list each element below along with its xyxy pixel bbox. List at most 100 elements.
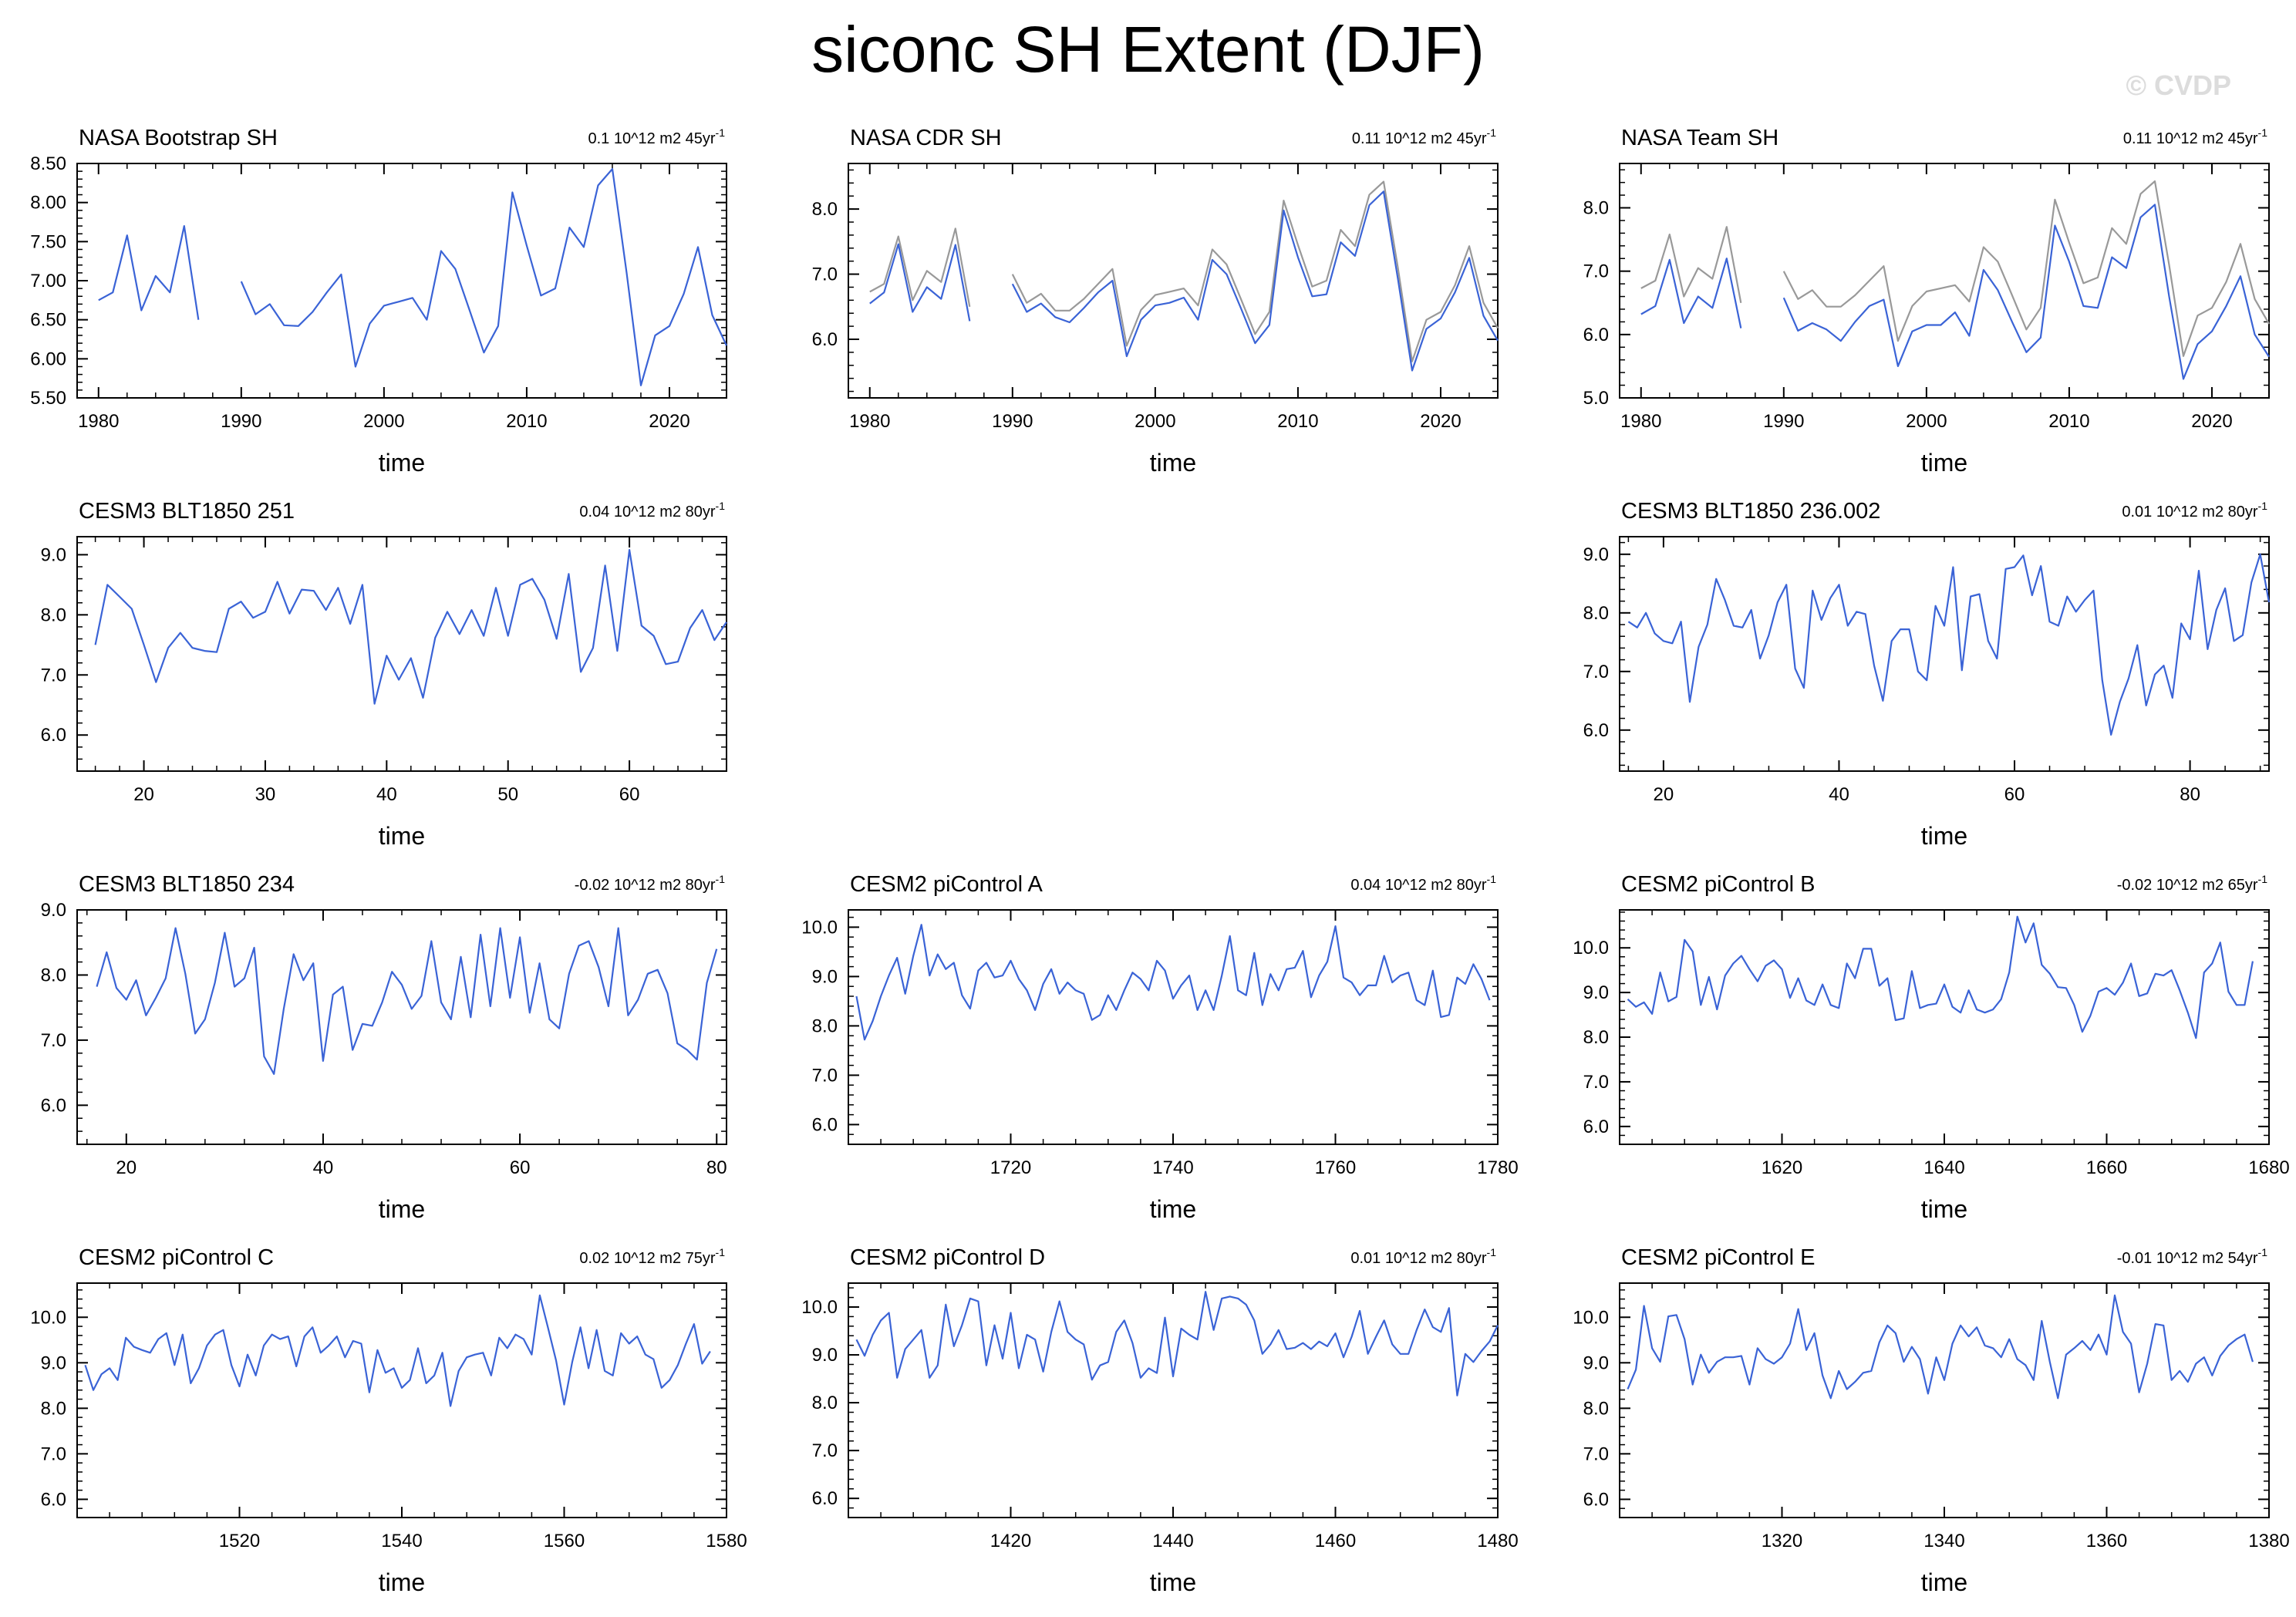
- y-tick-label: 8.0: [812, 199, 838, 220]
- y-tick-label: 7.0: [41, 1444, 66, 1464]
- y-tick-label: 6.0: [1583, 1117, 1609, 1137]
- y-tick-label: 5.0: [1583, 388, 1609, 409]
- chart-panel: 1520 1540 1560 1580 6.0 7.0 8.0 9.0 10.0 CESM2 pi…: [30, 1245, 747, 1596]
- reference-series-line: [869, 180, 1499, 362]
- y-tick-label: 6.0: [1583, 1489, 1609, 1510]
- y-tick-label: 8.50: [30, 153, 66, 174]
- x-tick-label: 60: [510, 1157, 531, 1178]
- x-tick-label: 40: [1829, 784, 1849, 805]
- trend-annotation: 0.01 10^12 m2 80yr-1: [2122, 500, 2267, 520]
- x-axis-label: time: [1921, 1568, 1967, 1596]
- chart-panel: 1320 1340 1360 1380 6.0 7.0 8.0 9.0 10.0 CESM2 pi…: [1573, 1245, 2289, 1596]
- y-tick-label: 6.0: [812, 329, 838, 350]
- x-tick-label: 1980: [849, 411, 890, 432]
- y-tick-label: 6.0: [41, 1489, 66, 1510]
- y-tick-label: 7.0: [41, 665, 66, 686]
- x-axis-label: time: [379, 822, 425, 850]
- y-tick-label: 8.0: [812, 1016, 838, 1036]
- series-line: [84, 1294, 711, 1407]
- trend-annotation: 0.1 10^12 m2 45yr-1: [588, 126, 726, 147]
- trend-annotation: 0.04 10^12 m2 80yr-1: [1350, 873, 1496, 894]
- chart-panel: 1420 1440 1460 1480 6.0 7.0 8.0 9.0 10.0 CESM2 pi…: [801, 1245, 1518, 1596]
- x-tick-label: 1980: [1620, 411, 1661, 432]
- y-tick-label: 9.0: [41, 544, 66, 565]
- y-tick-label: 10.0: [30, 1307, 66, 1328]
- plot-frame: [76, 163, 727, 399]
- x-tick-label: 20: [1654, 784, 1674, 805]
- y-tick-label: 6.50: [30, 310, 66, 331]
- x-axis-label: time: [1921, 449, 1967, 477]
- y-tick-label: 8.0: [812, 1393, 838, 1413]
- x-tick-label: 2010: [1277, 411, 1318, 432]
- y-tick-label: 8.0: [1583, 198, 1609, 219]
- trend-annotation: 0.01 10^12 m2 80yr-1: [1350, 1246, 1496, 1267]
- y-tick-label: 8.00: [30, 193, 66, 214]
- x-tick-label: 1640: [1923, 1157, 1964, 1178]
- x-tick-label: 1990: [992, 411, 1033, 432]
- x-axis-label: time: [1921, 1195, 1967, 1223]
- x-tick-label: 40: [313, 1157, 334, 1178]
- y-tick-label: 8.0: [1583, 1027, 1609, 1048]
- trend-annotation: 0.04 10^12 m2 80yr-1: [579, 500, 725, 520]
- y-tick-label: 6.0: [1583, 720, 1609, 741]
- y-tick-label: 10.0: [801, 917, 838, 938]
- trend-annotation: -0.02 10^12 m2 80yr-1: [575, 873, 725, 894]
- x-axis-label: time: [379, 1195, 425, 1223]
- x-tick-label: 1990: [221, 411, 261, 432]
- x-tick-label: 1560: [544, 1531, 585, 1551]
- x-tick-label: 50: [497, 784, 518, 805]
- x-tick-label: 20: [116, 1157, 137, 1178]
- x-tick-label: 40: [376, 784, 397, 805]
- trend-annotation: 0.11 10^12 m2 45yr-1: [2123, 126, 2267, 147]
- plot-frame: [76, 536, 727, 772]
- y-tick-label: 7.0: [1583, 662, 1609, 682]
- y-tick-label: 6.00: [30, 349, 66, 369]
- x-tick-label: 1420: [990, 1531, 1031, 1551]
- panel-title: CESM2 piControl B: [1621, 872, 1815, 897]
- panel-title: NASA Bootstrap SH: [79, 126, 278, 150]
- x-tick-label: 1760: [1315, 1157, 1356, 1178]
- reference-series-line: [1640, 180, 2270, 357]
- chart-panel: 20 30 40 50 60 6.0 7.0 8.0 9.0 CESM3 BLT1850 251 0…: [41, 499, 727, 850]
- x-axis-label: time: [1921, 822, 1967, 850]
- series-line: [98, 168, 727, 386]
- y-tick-label: 8.0: [41, 965, 66, 985]
- series-line: [1627, 553, 2271, 736]
- y-tick-label: 8.0: [41, 605, 66, 625]
- y-tick-label: 7.0: [1583, 261, 1609, 282]
- y-tick-label: 7.0: [1583, 1072, 1609, 1093]
- y-tick-label: 9.0: [41, 1353, 66, 1373]
- chart-panel: 1980 1990 2000 2010 2020 5.0 6.0 7.0 8.0 NASA Tea…: [1583, 126, 2270, 477]
- x-tick-label: 1340: [1923, 1531, 1964, 1551]
- y-tick-label: 10.0: [1573, 1307, 1609, 1328]
- panel-title: CESM2 piControl D: [850, 1245, 1045, 1270]
- series-line: [855, 1291, 1499, 1396]
- y-tick-label: 7.0: [812, 264, 838, 285]
- x-axis-label: time: [379, 1568, 425, 1596]
- series-line: [1627, 915, 2254, 1039]
- y-tick-label: 6.0: [41, 1095, 66, 1116]
- x-tick-label: 1520: [219, 1531, 260, 1551]
- x-tick-label: 2020: [649, 411, 689, 432]
- chart-panel: 1980 1990 2000 2010 2020 6.0 7.0 8.0 NASA CDR SH…: [812, 126, 1499, 477]
- chart-panel: 20 40 60 80 6.0 7.0 8.0 9.0 CESM3 BLT1850 234 -0.…: [41, 872, 727, 1223]
- x-tick-label: 2010: [2048, 411, 2089, 432]
- x-tick-label: 2010: [506, 411, 547, 432]
- series-line: [1627, 1294, 2254, 1400]
- x-tick-label: 1540: [381, 1531, 422, 1551]
- x-tick-label: 1580: [706, 1531, 747, 1551]
- y-tick-label: 6.0: [1583, 325, 1609, 345]
- panel-title: CESM3 BLT1850 251: [79, 499, 295, 524]
- y-tick-label: 8.0: [41, 1398, 66, 1419]
- x-tick-label: 80: [706, 1157, 727, 1178]
- plot-frame: [848, 909, 1499, 1145]
- y-tick-label: 9.0: [1583, 982, 1609, 1003]
- x-tick-label: 20: [133, 784, 154, 805]
- x-tick-label: 2000: [363, 411, 404, 432]
- x-tick-label: 1980: [78, 411, 119, 432]
- y-tick-label: 10.0: [1573, 938, 1609, 958]
- y-tick-label: 7.00: [30, 271, 66, 291]
- y-tick-label: 6.0: [812, 1488, 838, 1509]
- y-tick-label: 10.0: [801, 1297, 838, 1318]
